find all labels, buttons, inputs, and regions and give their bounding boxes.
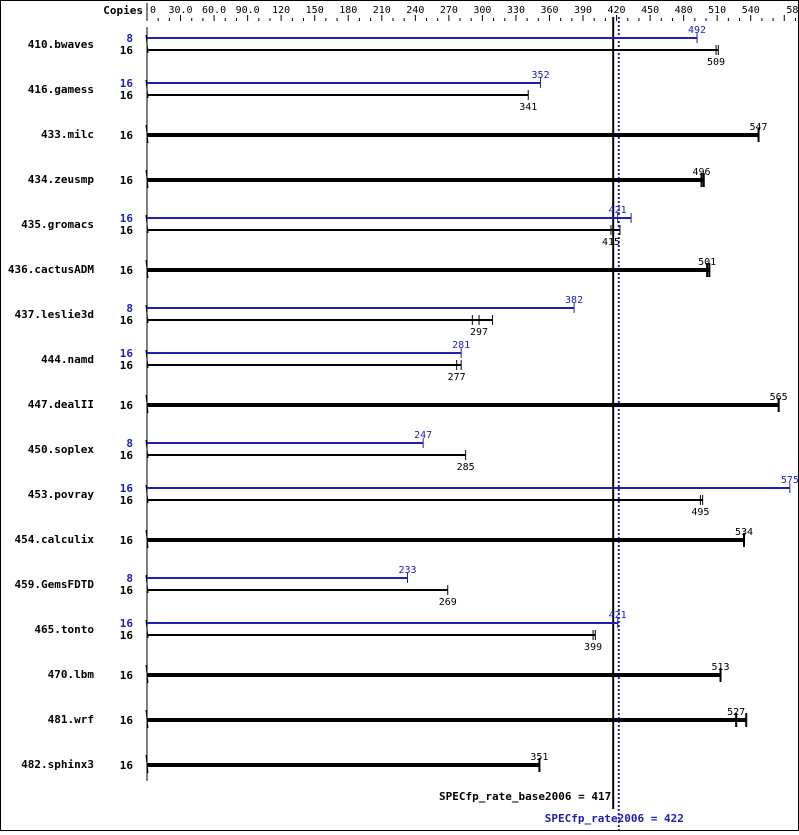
tick-label: 330 — [507, 5, 525, 16]
benchmark-name: 459.GemsFDTD — [15, 578, 95, 591]
base-copies: 16 — [120, 314, 134, 327]
benchmark-name: 481.wrf — [48, 713, 94, 726]
peak-copies: 8 — [126, 32, 133, 45]
benchmark-name: 447.dealII — [28, 398, 94, 411]
base-value-label: 534 — [735, 527, 753, 538]
benchmark-name: 482.sphinx3 — [21, 758, 94, 771]
base-value-label: 297 — [470, 327, 488, 338]
base-copies: 16 — [120, 129, 134, 142]
peak-value-label: 352 — [532, 70, 550, 81]
base-value-label: 399 — [584, 642, 602, 653]
peak-value-label: 421 — [609, 610, 627, 621]
base-value-label: 501 — [698, 257, 716, 268]
base-copies: 16 — [120, 264, 134, 277]
peak-copies: 16 — [120, 617, 134, 630]
benchmark-name: 434.zeusmp — [28, 173, 95, 186]
tick-label: 540 — [742, 5, 760, 16]
base-copies: 16 — [120, 714, 134, 727]
base-copies: 16 — [120, 629, 134, 642]
base-value-label: 527 — [727, 707, 745, 718]
base-value-label: 496 — [692, 167, 710, 178]
peak-value-label: 575 — [781, 475, 798, 486]
peak-copies: 16 — [120, 212, 134, 225]
base-copies: 16 — [120, 534, 134, 547]
tick-label: 60.0 — [202, 5, 226, 16]
peak-copies: 8 — [126, 302, 133, 315]
base-value-label: 495 — [691, 507, 709, 518]
base-value-label: 415 — [602, 237, 620, 248]
tick-label: 420 — [608, 5, 626, 16]
benchmark-name: 465.tonto — [34, 623, 94, 636]
peak-value-label: 281 — [452, 340, 470, 351]
tick-label: 0 — [150, 5, 156, 16]
base-value-label: 547 — [750, 122, 768, 133]
base-copies: 16 — [120, 89, 134, 102]
base-copies: 16 — [120, 224, 134, 237]
base-value-label: 565 — [770, 392, 788, 403]
base-value-label: 277 — [448, 372, 466, 383]
base-copies: 16 — [120, 174, 134, 187]
benchmark-name: 435.gromacs — [21, 218, 94, 231]
benchmark-name: 410.bwaves — [28, 38, 94, 51]
base-value-label: 269 — [439, 597, 457, 608]
peak-copies: 8 — [126, 572, 133, 585]
peak-value-label: 382 — [565, 295, 583, 306]
tick-label: 580 — [786, 5, 798, 16]
peak-value-label: 247 — [414, 430, 432, 441]
tick-label: 120 — [272, 5, 290, 16]
peak-reference-label: SPECfp_rate2006 = 422 — [545, 812, 684, 825]
tick-label: 510 — [708, 5, 726, 16]
benchmark-name: 436.cactusADM — [8, 263, 94, 276]
base-copies: 16 — [120, 494, 134, 507]
base-value-label: 351 — [530, 752, 548, 763]
peak-value-label: 233 — [398, 565, 416, 576]
peak-copies: 16 — [120, 77, 134, 90]
benchmark-name: 444.namd — [41, 353, 94, 366]
base-copies: 16 — [120, 449, 134, 462]
tick-label: 450 — [641, 5, 659, 16]
base-copies: 16 — [120, 669, 134, 682]
peak-copies: 8 — [126, 437, 133, 450]
base-copies: 16 — [120, 359, 134, 372]
tick-label: 300 — [473, 5, 491, 16]
base-value-label: 285 — [457, 462, 475, 473]
base-reference-label: SPECfp_rate_base2006 = 417 — [439, 790, 611, 803]
base-copies: 16 — [120, 584, 134, 597]
base-value-label: 513 — [712, 662, 730, 673]
peak-value-label: 421 — [609, 205, 627, 216]
base-value-label: 509 — [707, 57, 725, 68]
base-copies: 16 — [120, 44, 134, 57]
benchmark-name: 450.soplex — [28, 443, 95, 456]
tick-label: 90.0 — [236, 5, 260, 16]
base-copies: 16 — [120, 759, 134, 772]
peak-value-label: 492 — [688, 25, 706, 36]
tick-label: 150 — [306, 5, 324, 16]
tick-label: 270 — [440, 5, 458, 16]
benchmark-name: 437.leslie3d — [15, 308, 94, 321]
tick-label: 30.0 — [168, 5, 192, 16]
tick-label: 210 — [373, 5, 391, 16]
peak-copies: 16 — [120, 482, 134, 495]
benchmark-name: 416.gamess — [28, 83, 94, 96]
benchmark-name: 433.milc — [41, 128, 94, 141]
benchmark-name: 454.calculix — [15, 533, 95, 546]
benchmark-name: 453.povray — [28, 488, 95, 501]
base-copies: 16 — [120, 399, 134, 412]
benchmark-name: 470.lbm — [48, 668, 95, 681]
tick-label: 360 — [540, 5, 558, 16]
peak-copies: 16 — [120, 347, 134, 360]
tick-label: 390 — [574, 5, 592, 16]
base-value-label: 341 — [519, 102, 537, 113]
tick-label: 480 — [675, 5, 693, 16]
tick-label: 180 — [339, 5, 357, 16]
axis-header: Copies — [103, 4, 143, 17]
tick-label: 240 — [406, 5, 424, 16]
